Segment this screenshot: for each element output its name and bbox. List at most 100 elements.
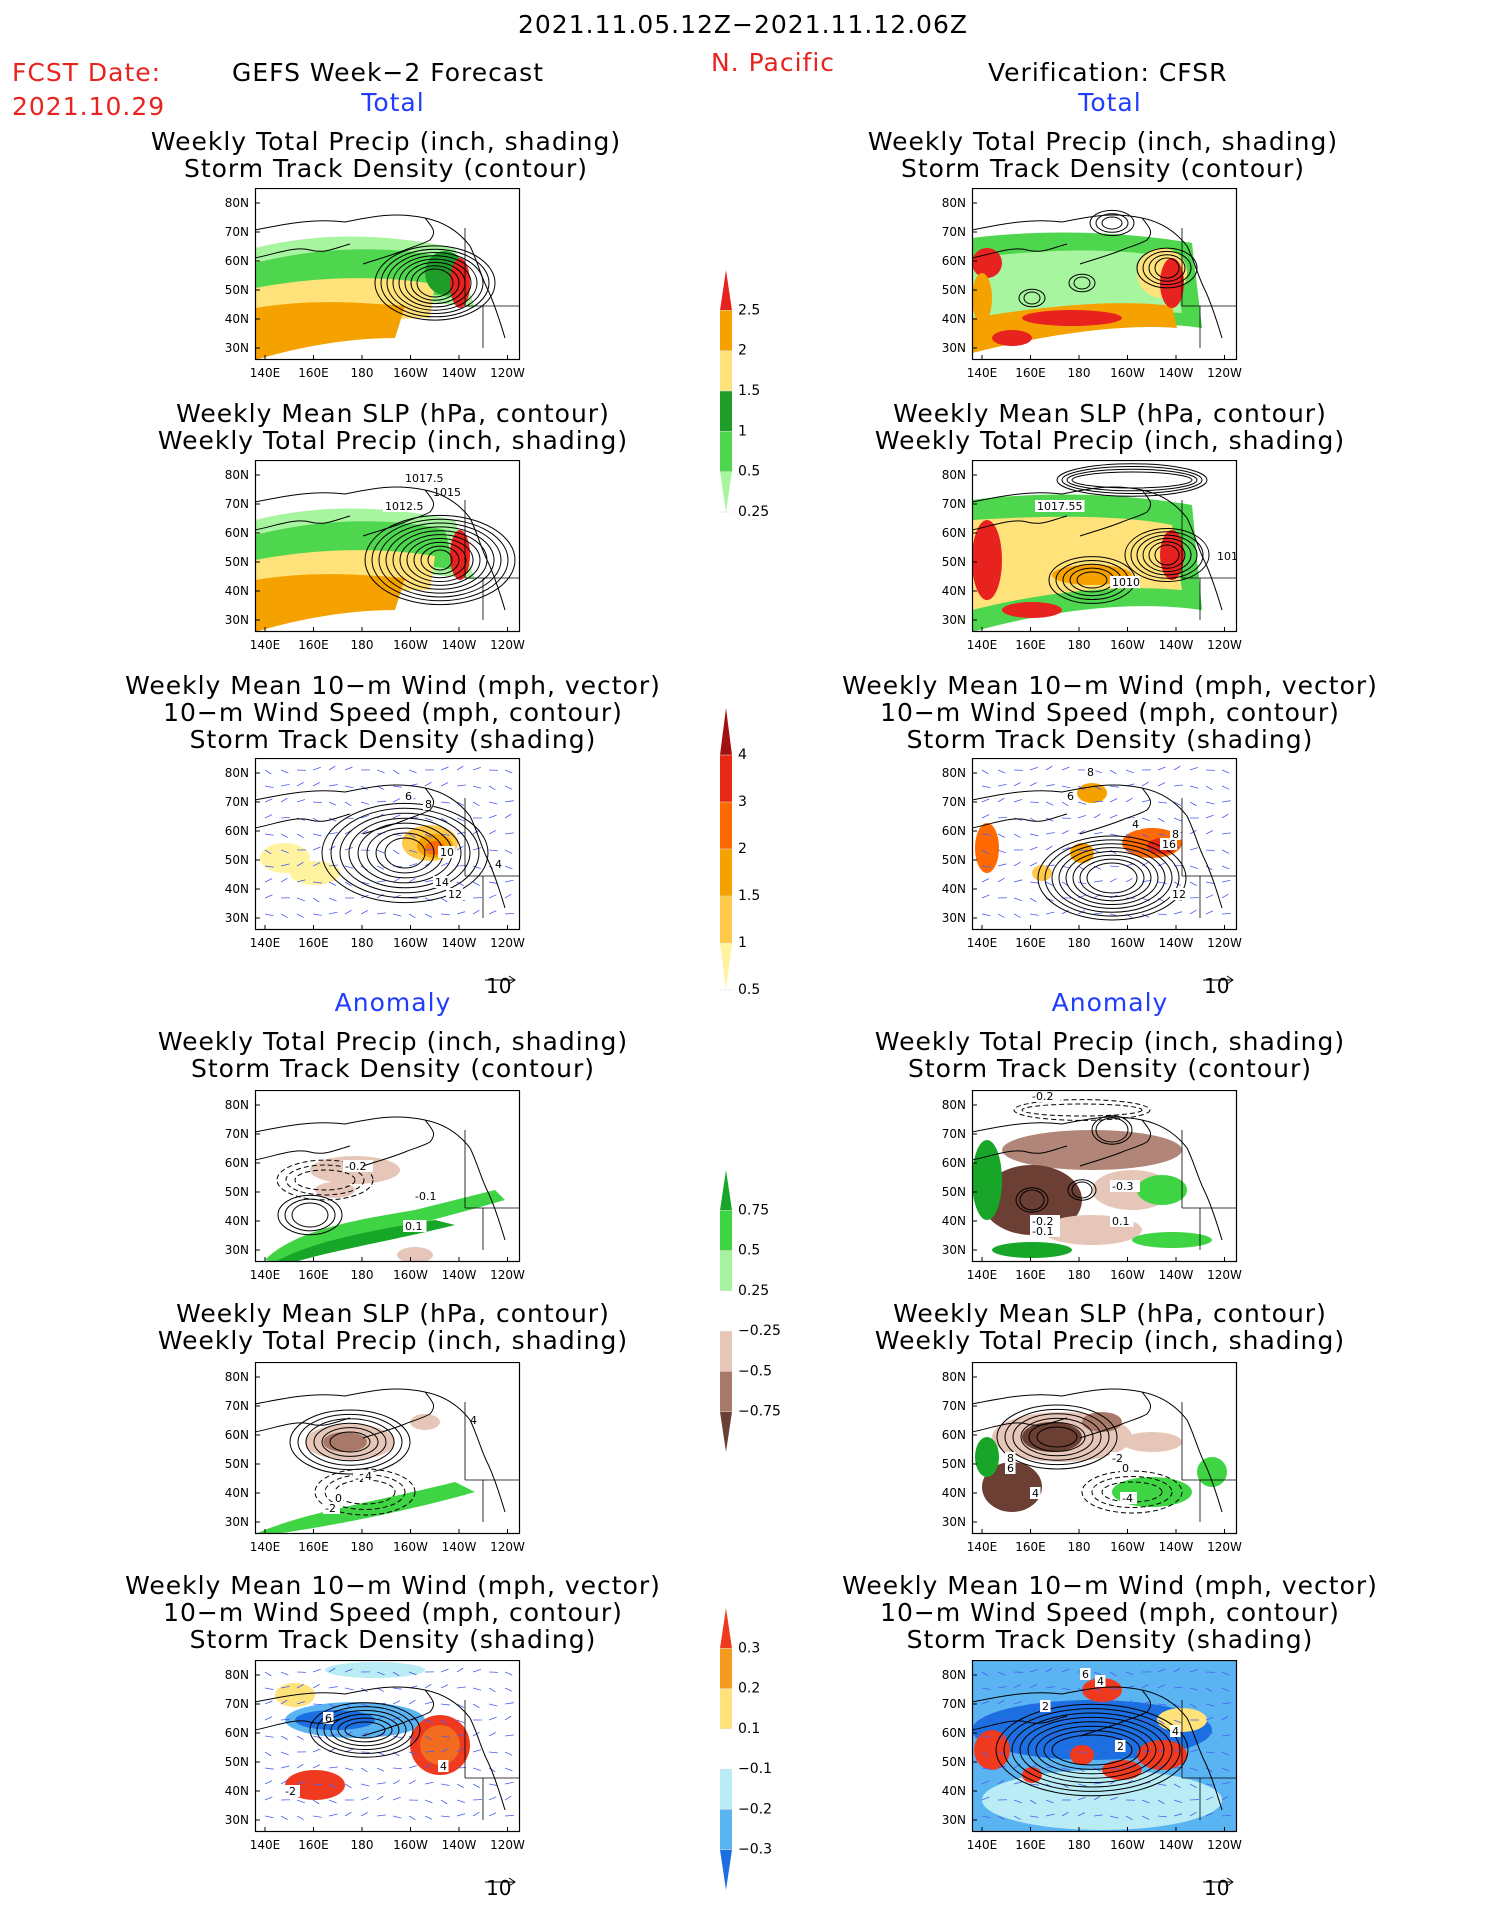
lat-tick-label: 50N: [225, 283, 249, 297]
wind-vector: [1205, 1767, 1213, 1773]
wind-vector: [1173, 1799, 1182, 1804]
contour-line: [1023, 291, 1041, 305]
contour-label-bg: [468, 1414, 479, 1426]
wind-vector: [296, 897, 305, 902]
contour-line: [321, 802, 489, 904]
lon-tick-label: 180: [351, 936, 374, 950]
contour-line: [1043, 1730, 1141, 1770]
wind-vector: [392, 1700, 401, 1705]
wind-vector: [344, 766, 353, 771]
lat-tick-label: 30N: [225, 1515, 249, 1529]
colorbar-label: 3: [738, 794, 747, 810]
wind-vector: [1221, 912, 1231, 915]
wind-vector: [264, 814, 273, 819]
wind-vector: [488, 1812, 497, 1817]
wind-vector: [1109, 1796, 1118, 1801]
wind-vector: [472, 1783, 480, 1788]
coastline: [255, 1388, 506, 1513]
wind-vector: [440, 897, 448, 903]
wind-vector: [504, 849, 513, 854]
political-borders: [1181, 500, 1237, 620]
lon-tick-label: 140E: [967, 638, 998, 652]
map-content: 4-20-24: [255, 1362, 520, 1534]
contour-line: [1101, 216, 1123, 230]
wind-vector: [280, 1751, 289, 1756]
wind-vector: [392, 785, 402, 788]
lon-tick-label: 120W: [1207, 1838, 1242, 1852]
contour-line: [1027, 1721, 1157, 1779]
contour-line: [1028, 1422, 1086, 1452]
wind-vector: [1189, 829, 1197, 835]
wind-vector: [1013, 1701, 1023, 1705]
contour-line: [1072, 854, 1152, 902]
wind-vector: [504, 1781, 514, 1785]
lat-tick-label: 40N: [225, 1784, 249, 1798]
shading-blob: [323, 1432, 367, 1452]
wind-vector: [1013, 1815, 1021, 1820]
wind-vector: [264, 1780, 273, 1785]
lon-tick-label: 180: [1068, 1268, 1091, 1282]
period-title: 2021.11.05.12Z−2021.11.12.06Z: [518, 10, 968, 39]
wind-vector: [1045, 832, 1055, 835]
lon-tick-label: 140W: [442, 1268, 477, 1282]
wind-vector: [312, 801, 322, 803]
wind-vector: [1013, 913, 1021, 918]
wind-vector: [440, 1703, 450, 1706]
contour-label: 8: [1007, 1452, 1014, 1465]
contour-label: -0.2: [345, 1160, 366, 1173]
wind-vector: [440, 817, 448, 823]
wind-vector: [1189, 785, 1199, 789]
wind-vector: [456, 801, 465, 806]
lat-tick-label: 50N: [942, 1185, 966, 1199]
lat-tick-label: 80N: [942, 196, 966, 210]
wind-vector: [1125, 1671, 1134, 1676]
panel-title-right-2: Weekly Mean SLP (hPa, contour) Weekly To…: [875, 400, 1345, 454]
wind-vector: [488, 801, 498, 805]
contour-label-bg: [1095, 1675, 1106, 1687]
contour-label: 4: [495, 858, 502, 871]
colorbar-swatch: [720, 1250, 732, 1291]
wind-vector: [472, 1811, 480, 1817]
wind-vector: [1173, 765, 1181, 771]
lon-tick-label: 140E: [967, 1838, 998, 1852]
contour-label-bg: [493, 858, 504, 870]
wind-vector: [344, 1687, 354, 1691]
lat-tick-label: 80N: [225, 196, 249, 210]
shading-blob: [295, 1710, 375, 1730]
colorbar-label: 1.5: [738, 383, 760, 399]
title-line: Weekly Total Precip (inch, shading): [874, 426, 1346, 455]
contour-line: [1081, 1470, 1183, 1514]
wind-vector: [472, 1767, 481, 1772]
lon-tick-label: 160W: [393, 936, 428, 950]
wind-vector: [312, 782, 320, 787]
lat-tick-label: 30N: [942, 911, 966, 925]
wind-vector: [504, 1671, 513, 1676]
wind-vector: [456, 1703, 465, 1708]
wind-vector: [1029, 1735, 1039, 1739]
lat-tick-label: 40N: [942, 1214, 966, 1228]
colorbar-label: 1.5: [738, 888, 760, 904]
colorbar-label: 0.2: [738, 1681, 760, 1697]
contour-line: [1051, 843, 1173, 913]
contour-line: [1076, 571, 1108, 589]
wind-vector: [344, 1811, 352, 1817]
map-panel-L0: 80N 70N 60N 50N 40N 30N 140E 160E 180 160W 140W 120…: [210, 187, 525, 394]
wind-vector: [1141, 1683, 1149, 1689]
contour-line: [406, 537, 474, 583]
wind-vector: [1045, 911, 1055, 915]
wind-vector: [1013, 879, 1023, 883]
contour-label-bg: [333, 1492, 344, 1504]
wind-vector: [1077, 830, 1085, 835]
wind-vector: [392, 849, 400, 855]
arrow-right-icon: [485, 975, 516, 985]
lon-tick-label: 120W: [490, 1540, 525, 1554]
wind-vector: [440, 1748, 449, 1753]
lat-tick-label: 80N: [942, 1098, 966, 1112]
contour-label-bg: [423, 798, 434, 810]
contour-line: [348, 817, 462, 889]
wind-vector: [456, 1667, 464, 1673]
wind-vector: [296, 1735, 304, 1741]
